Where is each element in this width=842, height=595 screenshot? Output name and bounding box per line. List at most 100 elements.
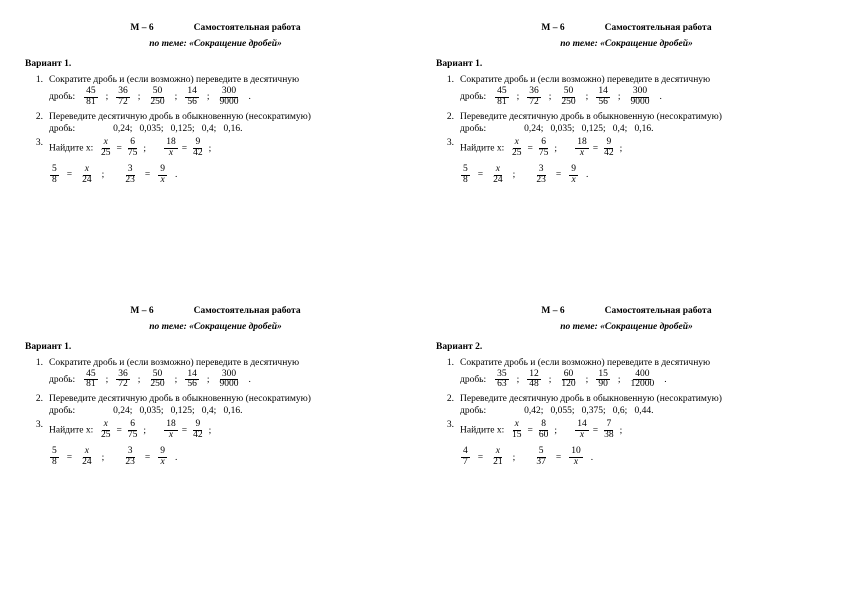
fraction: 942 [191,420,205,441]
task-3-text: Найдите х: х25=675; 18х=942; [49,138,406,159]
fraction: 323 [123,447,137,468]
fraction: 3009000 [217,370,240,391]
task-3-line2: 58=х24; 323=9х. [460,165,817,186]
task-2-decimals: дробь:0,24; 0,035; 0,125; 0,4; 0,16. [49,124,406,134]
fraction: х25 [510,138,524,159]
fraction: 942 [602,138,616,159]
task-2: 2.Переведите десятичную дробь в обыкнове… [436,112,817,122]
fraction: 738 [602,420,616,441]
task-3: 3.Найдите х: х25=675; 18х=942; [25,138,406,159]
fraction: 323 [123,165,137,186]
task-2-text: Переведите десятичную дробь в обыкновенн… [460,112,817,122]
fraction: 47 [461,447,470,468]
task-2-decimals: дробь:0,42; 0,055; 0,375; 0,6; 0,44. [460,406,817,416]
header-subtitle: по теме: «Сокращение дробей» [436,39,817,49]
task-1: 1.Сократите дробь и (если возможно) пере… [25,358,406,368]
fraction: 860 [537,420,551,441]
worksheet-block: М – 6Самостоятельная работапо теме: «Сок… [25,15,406,298]
fraction: 18х [575,138,589,159]
grade-tag: М – 6 [130,306,153,316]
fraction: х15 [510,420,524,441]
task-3: 3.Найдите х: х25=675; 18х=942; [436,138,817,159]
fraction: 1456 [596,87,610,108]
task-2-text: Переведите десятичную дробь в обыкновенн… [49,394,406,404]
work-title: Самостоятельная работа [605,23,712,33]
task-1-fractions: дробь:4581;3672;50250;1456;3009000. [460,87,817,108]
header-subtitle: по теме: «Сокращение дробей» [25,322,406,332]
fraction: 58 [461,165,470,186]
task-3-text: Найдите х: х15=860; 14х=738; [460,420,817,441]
variant-label: Вариант 1. [436,59,817,69]
fraction: х25 [99,138,113,159]
fraction: х24 [491,165,505,186]
worksheet-block: М – 6 Самостоятельная работа по теме: «Сок… [436,15,817,298]
fraction: 50250 [148,370,166,391]
grade-tag: М – 6 [541,23,564,33]
task-1: 1.Сократите дробь и (если возможно) пере… [436,75,817,85]
fraction: х25 [99,420,113,441]
header-line-1: М – 6 Самостоятельная работа [436,306,817,316]
task-1-fractions: дробь:3563;1248;60120;1590;40012000. [460,370,817,391]
grade-tag: М – 6 [541,306,564,316]
header-subtitle: по теме: «Сокращение дробей» [25,39,406,49]
fraction: 3563 [495,370,509,391]
fraction: 3672 [527,87,541,108]
variant-label: Вариант 1. [25,342,406,352]
fraction: 18х [164,138,178,159]
fraction: 675 [126,138,140,159]
header-line-1: М – 6 Самостоятельная работа [436,23,817,33]
variant-label: Вариант 1. [25,59,406,69]
fraction: 9х [158,447,167,468]
fraction: х24 [80,165,94,186]
fraction: 9х [569,165,578,186]
worksheet-block: М – 6 Самостоятельная работа по теме: «Сок… [25,298,406,581]
task-1-text: Сократите дробь и (если возможно) переве… [460,75,817,85]
fraction: 323 [534,165,548,186]
fraction: х21 [491,447,505,468]
work-title: Самостоятельная работа [194,306,301,316]
fraction: 4581 [84,87,98,108]
task-2-text: Переведите десятичную дробь в обыкновенн… [49,112,406,122]
task-3-text: Найдите х: х25=675; 18х=942; [460,138,817,159]
fraction: 50250 [559,87,577,108]
fraction: 1456 [185,87,199,108]
task-1-text: Сократите дробь и (если возможно) переве… [49,75,406,85]
fraction: 942 [191,138,205,159]
fraction: 1248 [527,370,541,391]
task-3-text: Найдите х: х25=675; 18х=942; [49,420,406,441]
task-2-text: Переведите десятичную дробь в обыкновенн… [460,394,817,404]
variant-label: Вариант 2. [436,342,817,352]
task-1: 1.Сократите дробь и (если возможно) пере… [436,358,817,368]
header-subtitle: по теме: «Сокращение дробей» [436,322,817,332]
fraction: 18х [164,420,178,441]
header-line-1: М – 6 Самостоятельная работа [25,306,406,316]
task-3-line2: 58=х24; 323=9х. [49,447,406,468]
fraction: 40012000 [628,370,656,391]
grade-tag: М – 6 [130,23,153,33]
fraction: 9х [158,165,167,186]
task-3-line2: 58=х24; 323=9х. [49,165,406,186]
work-title: Самостоятельная работа [605,306,712,316]
fraction: 3672 [116,370,130,391]
task-1-fractions: дробь:4581;3672;50250;1456;3009000. [49,370,406,391]
fraction: 4581 [84,370,98,391]
fraction: х24 [80,447,94,468]
worksheet-block: М – 6 Самостоятельная работа по теме: «Сок… [436,298,817,581]
fraction: 50250 [148,87,166,108]
task-1: 1.Сократите дробь и (если возможно) пере… [25,75,406,85]
task-3-line2: 47=х21; 537=10х. [460,447,817,468]
task-3: 3.Найдите х: х15=860; 14х=738; [436,420,817,441]
fraction: 1590 [596,370,610,391]
fraction: 4581 [495,87,509,108]
task-2: 2.Переведите десятичную дробь в обыкнове… [25,394,406,404]
fraction: 537 [534,447,548,468]
fraction: 675 [126,420,140,441]
task-2-decimals: дробь:0,24; 0,035; 0,125; 0,4; 0,16. [49,406,406,416]
fraction: 3672 [116,87,130,108]
task-2: 2.Переведите десятичную дробь в обыкнове… [25,112,406,122]
task-1-text: Сократите дробь и (если возможно) переве… [49,358,406,368]
task-2-decimals: дробь:0,24; 0,035; 0,125; 0,4; 0,16. [460,124,817,134]
fraction: 3009000 [217,87,240,108]
task-3: 3.Найдите х: х25=675; 18х=942; [25,420,406,441]
task-1-text: Сократите дробь и (если возможно) переве… [460,358,817,368]
